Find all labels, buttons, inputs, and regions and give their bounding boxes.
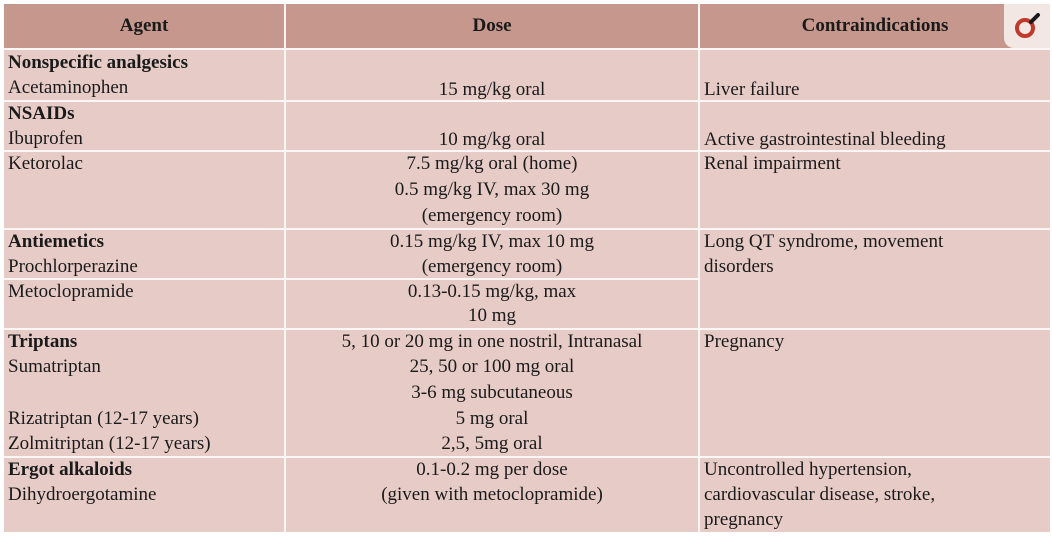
- contra-text: cardiovascular disease, stroke,: [704, 484, 936, 505]
- drug-name: Metoclopramide: [8, 281, 134, 302]
- dose-text: 5 mg oral: [455, 408, 529, 429]
- dose-text: 0.15 mg/kg IV, max 10 mg: [390, 231, 594, 252]
- drug-name: Dihydroergotamine: [8, 484, 157, 505]
- drug-table: Agent Dose Contraindications Nonspecific…: [4, 4, 1050, 532]
- dose-text: 0.1-0.2 mg per dose: [416, 459, 568, 480]
- category-label: NSAIDs: [8, 103, 75, 124]
- dose-text: 10 mg/kg oral: [438, 129, 546, 150]
- table-row-agent: Ergot alkaloids Dihydroergotamine: [4, 458, 284, 532]
- table-row-dose: 0.1-0.2 mg per dose (given with metoclop…: [286, 458, 698, 532]
- contra-text: disorders: [704, 256, 774, 277]
- contra-text: Long QT syndrome, movement: [704, 231, 944, 252]
- drug-name: Sumatriptan: [8, 356, 101, 377]
- dose-text: 0.5 mg/kg IV, max 30 mg: [394, 179, 590, 200]
- table-row-contra: Active gastrointestinal bleeding: [700, 102, 1050, 150]
- dose-text: 3-6 mg subcutaneous: [411, 382, 573, 403]
- dose-text: 10 mg: [467, 305, 517, 326]
- category-label: Triptans: [8, 331, 78, 352]
- table-row-agent: Metoclopramide: [4, 280, 284, 328]
- contra-text: pregnancy: [704, 509, 784, 530]
- dose-text: (given with metoclopramide): [381, 484, 603, 505]
- contra-text: Renal impairment: [704, 153, 841, 174]
- dose-text: 2,5, 5mg oral: [441, 433, 543, 454]
- table-row-agent: Nonspecific analgesics Acetaminophen: [4, 50, 284, 100]
- dose-text: (emergency room): [421, 205, 563, 226]
- category-label: Ergot alkaloids: [8, 459, 133, 480]
- contra-text: Uncontrolled hypertension,: [704, 459, 912, 480]
- contra-text: Liver failure: [704, 79, 800, 100]
- dose-text: (emergency room): [421, 256, 563, 277]
- drug-name: Ibuprofen: [8, 128, 83, 149]
- header-agent: Agent: [4, 4, 284, 48]
- table-row-agent: Triptans Sumatriptan Rizatriptan (12-17 …: [4, 330, 284, 456]
- table-row-contra: Liver failure: [700, 50, 1050, 100]
- contra-text: Pregnancy: [704, 331, 785, 352]
- table-row-contra: Renal impairment: [700, 152, 1050, 228]
- table-row-dose: 0.15 mg/kg IV, max 10 mg (emergency room…: [286, 230, 698, 278]
- drug-name: Prochlorperazine: [8, 256, 138, 277]
- contra-text: Active gastrointestinal bleeding: [704, 129, 946, 150]
- dose-text: 15 mg/kg oral: [438, 79, 546, 100]
- table-row-dose: 0.13-0.15 mg/kg, max 10 mg: [286, 280, 698, 328]
- header-contraindications: Contraindications: [700, 4, 1050, 48]
- drug-name: Acetaminophen: [8, 77, 129, 98]
- header-dose: Dose: [286, 4, 698, 48]
- dose-text: 25, 50 or 100 mg oral: [409, 356, 575, 377]
- drug-name: Rizatriptan (12-17 years): [8, 408, 199, 429]
- venus-symbol-logo-icon: [1004, 4, 1050, 48]
- drug-name: Zolmitriptan (12-17 years): [8, 433, 211, 454]
- category-label: Antiemetics: [8, 231, 105, 252]
- dose-text: 7.5 mg/kg oral (home): [406, 153, 578, 174]
- dose-text: 5, 10 or 20 mg in one nostril, Intranasa…: [341, 331, 643, 352]
- dose-text: 0.13-0.15 mg/kg, max: [407, 281, 577, 302]
- table-row-contra: Long QT syndrome, movement disorders: [700, 230, 1050, 328]
- table-row-dose: 7.5 mg/kg oral (home) 0.5 mg/kg IV, max …: [286, 152, 698, 228]
- table-row-contra: Uncontrolled hypertension, cardiovascula…: [700, 458, 1050, 532]
- table-row-contra: Pregnancy: [700, 330, 1050, 456]
- table-row-dose: 15 mg/kg oral: [286, 50, 698, 100]
- drug-name: Ketorolac: [8, 153, 83, 174]
- table-row-agent: Ketorolac: [4, 152, 284, 228]
- table-row-agent: Antiemetics Prochlorperazine: [4, 230, 284, 278]
- table-row-dose: 10 mg/kg oral: [286, 102, 698, 150]
- category-label: Nonspecific analgesics: [8, 52, 188, 73]
- table-row-dose: 5, 10 or 20 mg in one nostril, Intranasa…: [286, 330, 698, 456]
- table-row-agent: NSAIDs Ibuprofen: [4, 102, 284, 150]
